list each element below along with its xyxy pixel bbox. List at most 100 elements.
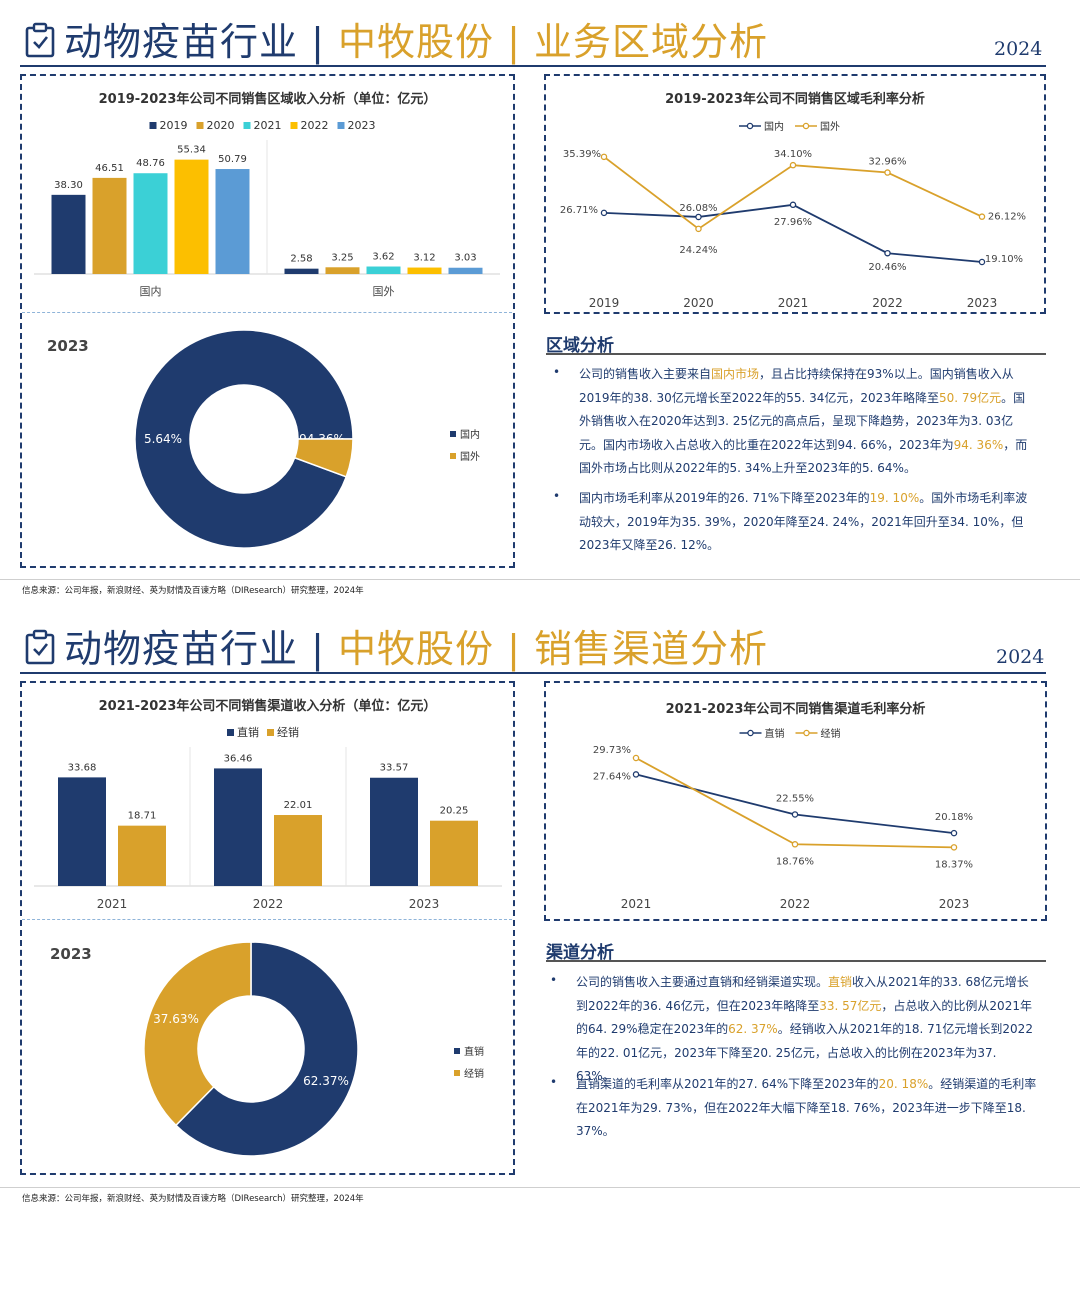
data-point bbox=[789, 161, 797, 169]
data-point bbox=[978, 258, 986, 266]
clipboard-check-icon bbox=[25, 22, 55, 58]
bullet-icon: • bbox=[550, 973, 558, 987]
channel-charts-panel bbox=[20, 681, 515, 1175]
data-label: 27.96% bbox=[774, 217, 812, 228]
section-rule bbox=[546, 353, 1046, 355]
title-company: 中牧股份 bbox=[337, 20, 494, 64]
report-year: 2024 bbox=[996, 646, 1045, 668]
data-point bbox=[978, 213, 986, 220]
bar-value-label: 3.25 bbox=[331, 252, 353, 263]
legend-marker bbox=[803, 729, 810, 737]
paragraph-text: ，而国外市场占比则从2022年的5. 34%上升至2023年的5. 64%。 bbox=[579, 437, 1028, 476]
legend-marker bbox=[802, 122, 810, 130]
bar-value-label: 3.12 bbox=[413, 253, 435, 264]
bar-value-label: 3.03 bbox=[454, 253, 476, 264]
bar-value-label: 33.68 bbox=[68, 762, 97, 773]
paragraph-text: 公司的销售收入主要来自 bbox=[579, 367, 712, 381]
data-label: 34.10% bbox=[774, 149, 812, 160]
highlight-text: 94. 36% bbox=[953, 437, 1004, 452]
bar-value-label: 2.58 bbox=[290, 254, 312, 265]
legend-label: 2022 bbox=[301, 119, 329, 132]
paragraph-text: 公司的销售收入主要通过直销和经销渠道实现。 bbox=[576, 975, 829, 989]
slice-label: 5.64% bbox=[144, 432, 182, 446]
page-title: 动物疫苗行业 | 中牧股份 | 销售渠道分析 bbox=[64, 627, 768, 671]
section-heading: 区域分析 bbox=[546, 336, 614, 356]
bar bbox=[370, 777, 418, 886]
data-label: 22.55% bbox=[776, 793, 814, 804]
x-tick-label: 2021 bbox=[778, 296, 809, 310]
bar-value-label: 3.62 bbox=[372, 252, 394, 263]
legend-swatch bbox=[450, 431, 456, 437]
legend-label: 直销 bbox=[765, 727, 785, 740]
bar-value-label: 50.79 bbox=[218, 154, 247, 165]
bar bbox=[325, 267, 360, 274]
data-point bbox=[884, 169, 891, 176]
bullet-icon: • bbox=[553, 489, 561, 503]
paragraph-text: 直销渠道的毛利率从2021年的27. 64%下降至2023年的 bbox=[576, 1077, 879, 1091]
x-tick-label: 2022 bbox=[253, 897, 284, 911]
report-year: 2024 bbox=[994, 38, 1043, 60]
legend-label: 经销 bbox=[464, 1067, 484, 1080]
panel-divider bbox=[22, 312, 512, 313]
bar-value-label: 46.51 bbox=[95, 163, 124, 174]
section-heading: 渠道分析 bbox=[546, 943, 614, 963]
legend-label: 国外 bbox=[460, 451, 480, 463]
x-tick-label: 2023 bbox=[409, 897, 440, 911]
bar-value-label: 55.34 bbox=[177, 145, 206, 156]
legend-swatch bbox=[149, 122, 157, 129]
donut-title: 2023 bbox=[47, 337, 89, 355]
x-tick-label: 2021 bbox=[621, 897, 652, 911]
title-company: 中牧股份 bbox=[337, 627, 494, 671]
highlight-text: 33. 57亿元 bbox=[819, 998, 882, 1013]
data-point bbox=[789, 201, 797, 209]
donut-slice-直销 bbox=[174, 941, 359, 1157]
channel-revenue-chart: 直销 经销 33.68 18.71 2021 36.46 22.01 2022 33.57 20.… bbox=[34, 725, 502, 911]
bar bbox=[284, 268, 319, 274]
data-point bbox=[695, 213, 702, 221]
paragraph-text: 国内市场毛利率从2019年的26. 71%下降至2023年的 bbox=[579, 491, 870, 505]
legend-label: 2020 bbox=[207, 119, 235, 132]
data-label: 19.10% bbox=[985, 254, 1023, 265]
region-share-donut: 202394.36%国内5.64%国外 bbox=[47, 329, 480, 549]
legend-swatch bbox=[337, 122, 345, 129]
paragraph-text: 。经销渠道的毛利率在2021年为29. 73%，但在2022年大幅下降至18. … bbox=[576, 1077, 1037, 1138]
data-label: 20.46% bbox=[868, 262, 906, 273]
region-revenue-chart: 2019 2020 2021 2022 2023 38.30 46.51 48.76 55.34… bbox=[34, 119, 500, 298]
channel-share-donut: 2023 62.37% 直销 37.63% 经销 bbox=[50, 941, 484, 1157]
x-tick-label: 国内 bbox=[140, 284, 162, 298]
donut-slice-国外 bbox=[293, 438, 354, 478]
legend-label: 国内 bbox=[764, 120, 784, 133]
data-label: 35.39% bbox=[563, 149, 601, 160]
data-point bbox=[950, 844, 958, 851]
slice-label: 62.37% bbox=[303, 1074, 349, 1088]
legend-label: 国外 bbox=[820, 121, 840, 133]
legend-swatch bbox=[227, 729, 234, 736]
legend-label: 经销 bbox=[277, 725, 299, 739]
bar-value-label: 18.71 bbox=[128, 811, 157, 822]
bullet-icon: • bbox=[553, 365, 561, 379]
bar bbox=[58, 777, 106, 886]
bar bbox=[274, 815, 322, 886]
donut-title: 2023 bbox=[50, 945, 92, 963]
x-tick-label: 2022 bbox=[872, 296, 903, 310]
panel-divider bbox=[22, 919, 512, 920]
highlight-text: 直销 bbox=[828, 975, 853, 989]
paragraph-text: ，占总收入的比例从2021年的64. 29%稳定在2023年的 bbox=[576, 998, 1032, 1037]
data-point bbox=[884, 249, 891, 257]
channel-margin-chart: 直销 经销 27.64% 22.55% 20.18% 29.73% 18.76% 18.37%… bbox=[593, 727, 973, 911]
x-tick-label: 2020 bbox=[683, 296, 714, 310]
legend-marker bbox=[746, 122, 754, 130]
clipboard-check-icon bbox=[25, 629, 55, 665]
page-separator bbox=[0, 579, 1080, 580]
data-point bbox=[600, 209, 608, 217]
title-rule bbox=[20, 65, 1046, 67]
x-tick-label: 国外 bbox=[373, 285, 395, 298]
x-tick-label: 2023 bbox=[967, 296, 998, 310]
bar-value-label: 48.76 bbox=[136, 158, 165, 169]
bar-value-label: 33.57 bbox=[380, 763, 409, 774]
section-rule bbox=[546, 960, 1046, 962]
analysis-paragraph: 公司的销售收入主要来自国内市场，且占比持续保持在93%以上。国内销售收入从201… bbox=[579, 363, 1035, 481]
legend-label: 2019 bbox=[160, 119, 188, 132]
highlight-text: 50. 79亿元 bbox=[938, 390, 1002, 405]
legend-swatch bbox=[196, 122, 204, 129]
